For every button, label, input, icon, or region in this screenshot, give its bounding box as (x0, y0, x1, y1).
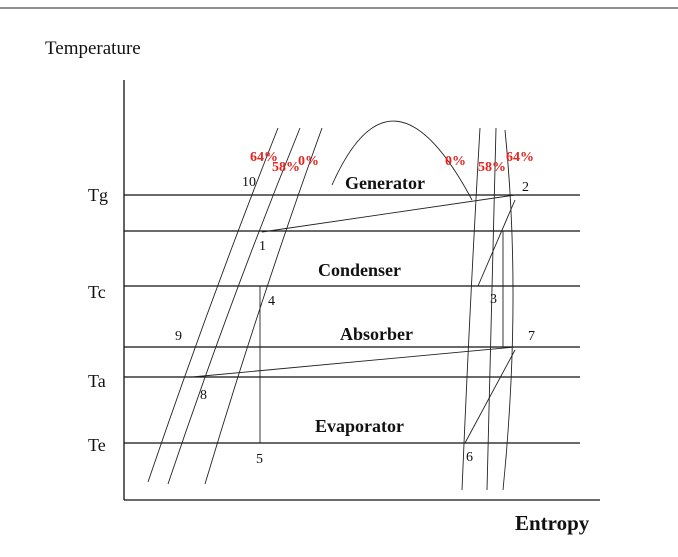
process-lines (191, 194, 516, 444)
region-label: Absorber (340, 324, 413, 344)
concentration-label: 58% (272, 160, 300, 175)
point-label: 1 (259, 239, 266, 254)
point-label: 7 (528, 329, 535, 344)
concentration-label: 58% (478, 160, 506, 175)
point-label: 4 (268, 294, 275, 309)
region-label: Evaporator (315, 416, 404, 436)
point-label: 5 (256, 452, 263, 467)
point-label: 10 (242, 175, 256, 190)
concentration-label: 0% (298, 154, 319, 169)
point-label: 8 (200, 388, 207, 403)
region-label: Generator (345, 173, 425, 193)
point-label: 3 (490, 292, 497, 307)
y-axis-label: Temperature (45, 38, 141, 59)
level-label: Tg (88, 185, 108, 205)
x-axis-label: Entropy (515, 511, 590, 535)
level-label: Tc (88, 282, 106, 302)
level-lines (124, 194, 580, 444)
level-label: Ta (88, 371, 106, 391)
isosteres (147, 120, 514, 491)
concentration-label: 64% (250, 150, 278, 165)
point-label: 2 (522, 180, 529, 195)
concentration-label: 64% (506, 150, 534, 165)
point-label: 6 (466, 450, 473, 465)
level-label: Te (88, 435, 106, 455)
point-label: 9 (175, 329, 182, 344)
region-label: Condenser (318, 260, 401, 280)
concentration-label: 0% (445, 154, 466, 169)
